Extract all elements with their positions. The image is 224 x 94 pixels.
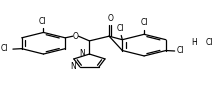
Text: Cl: Cl [39,17,46,26]
Text: N: N [79,49,85,58]
Text: Cl: Cl [177,46,184,55]
Text: N: N [70,62,76,71]
Text: Cl: Cl [206,38,213,47]
Text: Cl: Cl [140,18,148,27]
Text: ·: · [194,38,197,47]
Text: Cl: Cl [116,24,124,33]
Text: Cl: Cl [1,44,8,53]
Text: H: H [191,38,197,47]
Text: O: O [107,14,113,23]
Text: O: O [73,32,79,41]
